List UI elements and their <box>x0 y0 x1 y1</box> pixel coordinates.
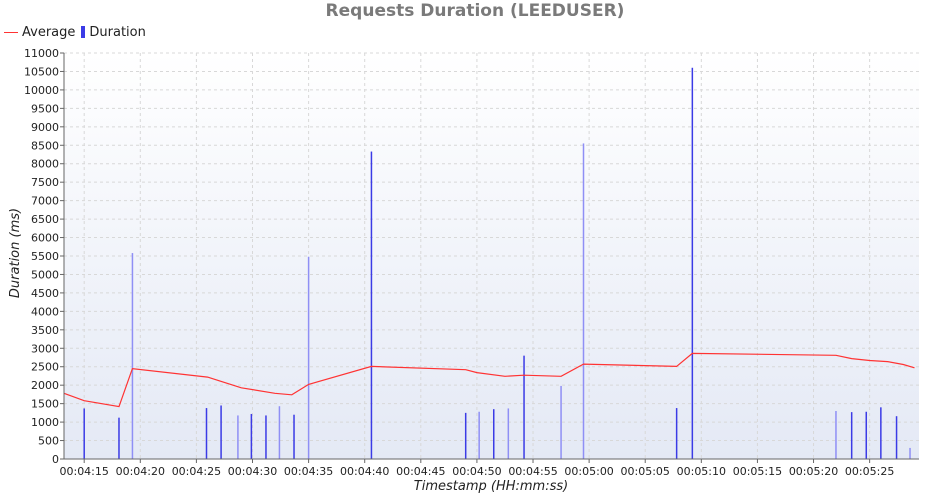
grid-lines <box>64 52 919 460</box>
x-tick-label: 00:04:30 <box>228 465 277 478</box>
y-tick-label: 9500 <box>31 102 59 115</box>
y-tick-label: 5500 <box>31 250 59 263</box>
x-tick-label: 00:04:25 <box>172 465 221 478</box>
duration-bar <box>278 406 281 459</box>
duration-bar <box>909 447 911 459</box>
duration-bar <box>560 385 562 459</box>
y-tick-label: 6000 <box>31 232 59 245</box>
y-tick-label: 4500 <box>31 287 59 300</box>
y-tick-label: 10500 <box>24 65 59 78</box>
legend-item-duration: Duration <box>81 24 146 40</box>
x-tick-label: 00:05:20 <box>789 465 838 478</box>
x-tick-label: 00:04:20 <box>116 465 165 478</box>
duration-bar <box>131 253 134 459</box>
y-tick-label: 5000 <box>31 268 59 281</box>
x-tick-label: 00:04:40 <box>340 465 389 478</box>
duration-bar <box>865 411 868 459</box>
y-tick-label: 4000 <box>31 305 59 318</box>
x-tick-label: 00:04:50 <box>452 465 501 478</box>
duration-bar <box>478 411 480 459</box>
y-tick-label: 8500 <box>31 139 59 152</box>
x-tick-label: 00:04:55 <box>508 465 557 478</box>
x-tick-label: 00:05:15 <box>733 465 782 478</box>
y-tick-label: 500 <box>38 435 59 448</box>
y-tick-label: 7000 <box>31 195 59 208</box>
duration-bar <box>307 256 310 459</box>
duration-bar <box>895 416 898 459</box>
duration-bar <box>691 67 694 459</box>
y-tick-labels: 0 500 1000 1500 2000 2500 3000 3500 4000 4500 5000… <box>24 47 64 466</box>
duration-bar <box>492 409 495 459</box>
y-tick-label: 0 <box>52 453 59 466</box>
legend-duration-label: Duration <box>89 24 146 40</box>
y-tick-label: 11000 <box>24 47 59 60</box>
duration-bar <box>835 411 837 459</box>
x-tick-label: 00:05:05 <box>621 465 670 478</box>
y-tick-label: 7500 <box>31 176 59 189</box>
x-axis-title: Timestamp (HH:mm:ss) <box>414 479 568 494</box>
duration-bar <box>880 407 882 459</box>
y-tick-label: 10000 <box>24 84 59 97</box>
y-tick-label: 3500 <box>31 324 59 337</box>
y-tick-label: 6500 <box>31 213 59 226</box>
x-tick-label: 00:04:35 <box>284 465 333 478</box>
y-axis-title: Duration (ms) <box>8 208 23 298</box>
duration-bar <box>205 408 208 459</box>
duration-bar <box>83 408 85 459</box>
duration-bar <box>265 415 267 459</box>
x-tick-label: 00:05:10 <box>677 465 726 478</box>
x-tick-label: 00:04:15 <box>59 465 108 478</box>
x-tick-label: 00:05:25 <box>845 465 894 478</box>
duration-bar <box>118 417 120 459</box>
average-line <box>63 352 915 408</box>
duration-bar <box>237 415 239 459</box>
legend-item-average: Average <box>4 25 75 40</box>
duration-bar <box>523 355 525 459</box>
duration-bar <box>675 408 678 459</box>
duration-bar <box>293 414 295 459</box>
y-tick-label: 3000 <box>31 342 59 355</box>
legend-average-label: Average <box>22 24 76 40</box>
duration-bar <box>250 413 253 459</box>
duration-bars <box>83 67 911 459</box>
x-tick-label: 00:05:00 <box>564 465 613 478</box>
duration-bar <box>220 405 222 459</box>
duration-bar <box>850 412 853 459</box>
x-tick-label: 00:04:45 <box>396 465 445 478</box>
y-tick-label: 2500 <box>31 361 59 374</box>
y-tick-label: 8000 <box>31 158 59 171</box>
x-tick-labels: 00:04:15 00:04:20 00:04:25 00:04:30 00:04:35… <box>59 459 894 478</box>
legend-duration-swatch <box>81 26 86 38</box>
duration-bar <box>370 151 373 459</box>
duration-bar <box>582 143 585 459</box>
average-line-group <box>63 352 915 408</box>
y-tick-label: 1000 <box>31 416 59 429</box>
y-tick-label: 2000 <box>31 379 59 392</box>
duration-bar <box>507 408 510 459</box>
legend: Average Duration <box>4 24 152 40</box>
chart-title: Requests Duration (LEEDUSER) <box>325 1 625 21</box>
legend-average-swatch <box>4 31 18 33</box>
duration-bar <box>464 412 467 459</box>
y-tick-label: 9000 <box>31 121 59 134</box>
y-tick-label: 1500 <box>31 398 59 411</box>
